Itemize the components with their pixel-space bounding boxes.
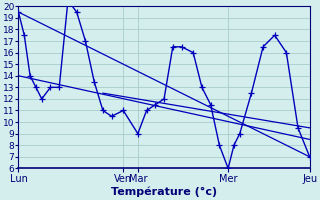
X-axis label: Température (°c): Température (°c) (111, 187, 217, 197)
